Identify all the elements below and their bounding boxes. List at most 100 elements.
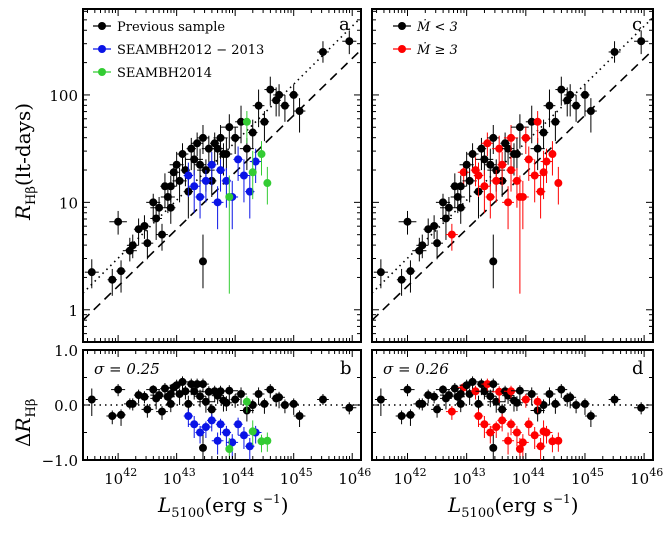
point-b-s0-28-marker [204, 387, 213, 396]
point-d-s0-29 [497, 403, 507, 418]
point-d-s0-50-marker [489, 443, 498, 452]
panel-b-xtick-label-4: 1046 [338, 466, 371, 488]
point-c-s0-42-marker [557, 85, 566, 94]
point-b-s1-7-marker [222, 428, 231, 437]
panel-b-xtick-label-1: 1043 [163, 466, 196, 488]
point-c-s0-12-marker [447, 230, 456, 239]
bottom-y-axis-label-prefix: Δ [11, 433, 35, 447]
point-b-s0-51 [164, 388, 177, 403]
panel-a-ytick-label-2: 100 [49, 87, 78, 105]
point-c-s0-7-marker [430, 221, 439, 230]
point-d-s0-28 [492, 386, 507, 403]
point-b-s0-50 [198, 434, 207, 460]
point-c-s0-49-marker [637, 37, 646, 46]
legend-c-marker-0 [398, 22, 406, 30]
point-a-s0-46-marker [289, 90, 298, 99]
point-a-s0-18-marker [175, 176, 184, 185]
point-b-s1-10-marker [239, 431, 248, 440]
point-c-s1-6 [506, 159, 516, 192]
point-c-s0-26 [487, 125, 500, 155]
xtick-base: 10 [571, 470, 590, 488]
point-a-s0-41 [259, 111, 270, 142]
point-d-s1-10-marker [530, 431, 539, 440]
point-a-s0-1-marker [108, 275, 117, 284]
point-d-s1-9-marker [524, 420, 533, 429]
point-a-s2-3-marker [257, 150, 266, 159]
point-c-s0-34 [511, 137, 523, 171]
point-c-s1-5 [502, 186, 514, 230]
top-y-axis-label: RHβ(lt-days) [11, 103, 39, 221]
point-d-s1-7-marker [512, 428, 521, 437]
point-a-s2-0-marker [225, 192, 234, 201]
point-a-s2-0 [225, 175, 234, 294]
point-a-s0-35-marker [225, 123, 234, 132]
point-c-s1-2 [485, 184, 496, 219]
point-b-s0-9-marker [149, 385, 158, 394]
point-c-s0-19 [466, 143, 479, 171]
point-d-s0-27 [487, 396, 506, 413]
point-c-s0-50-marker [489, 257, 498, 266]
legend-c-marker-1 [398, 45, 406, 53]
point-d-s0-40-marker [545, 390, 554, 398]
point-b-s0-8-marker [143, 405, 152, 414]
point-d-s1-10 [528, 427, 541, 449]
legend-a-label-1: SEAMBH2012 − 2013 [117, 43, 264, 58]
point-c-s2-3 [548, 141, 557, 176]
point-d-s1-11 [535, 438, 546, 460]
point-c-s0-40-marker [545, 101, 554, 110]
point-b-s0-50-marker [198, 443, 207, 452]
point-b-s2-4-marker [263, 436, 272, 445]
point-b-s0-44 [273, 391, 285, 409]
point-b-s0-2-marker [114, 385, 123, 394]
point-c-s0-0 [373, 259, 388, 289]
xtick-base: 10 [221, 470, 240, 488]
point-d-s0-0-marker [376, 395, 385, 404]
point-a-s0-18 [172, 167, 187, 203]
panel-d-xtick-label-2: 1044 [512, 466, 545, 488]
point-b-s0-3-marker [117, 410, 126, 419]
x-axis-label-right: L5100(erg s−1) [447, 492, 579, 521]
point-d-s0-28-marker [495, 387, 504, 396]
point-c-s0-19-marker [468, 150, 477, 159]
point-a-s0-26-marker [198, 133, 207, 142]
point-b-s1-9 [233, 417, 243, 436]
point-a-s2-2 [248, 150, 257, 200]
xtick-exp: 43 [182, 466, 196, 479]
point-b-s0-37 [235, 387, 247, 405]
point-c-s0-38 [530, 137, 545, 171]
point-b-s0-47-marker [295, 412, 304, 420]
point-a-s1-12-marker [251, 157, 260, 166]
point-c-s2-1 [533, 111, 542, 144]
point-c-s0-25 [484, 148, 497, 187]
point-c-s1-2-marker [486, 192, 495, 201]
point-d-s1-9 [524, 417, 534, 436]
point-c-s0-24 [481, 132, 494, 157]
panel-d-xtick-label-4: 1046 [630, 466, 663, 488]
point-a-s0-31-marker [213, 144, 222, 153]
point-d-s0-15-marker [456, 399, 465, 408]
point-b-s0-12-marker [158, 407, 167, 416]
point-d-s1-4 [497, 413, 507, 432]
point-a-s0-3 [116, 260, 126, 293]
point-d-s2-0 [515, 438, 524, 460]
point-a-s0-6-marker [134, 225, 143, 234]
point-d-s0-26 [487, 378, 500, 393]
point-d-s0-2-marker [403, 385, 412, 394]
point-a-s1-3 [200, 170, 212, 203]
point-a-s0-39-marker [248, 128, 257, 137]
sigma-label-d: σ = 0.26 [383, 360, 449, 378]
point-b-s0-41-marker [260, 399, 269, 408]
point-b-s1-2-marker [196, 428, 205, 437]
point-a-s0-49-marker [345, 37, 354, 46]
point-c-s1-1 [478, 170, 491, 214]
point-a-s0-19 [176, 143, 189, 171]
point-c-s0-31-marker [504, 144, 513, 153]
point-d-s0-47-marker [586, 412, 595, 420]
point-d-s0-7-marker [430, 392, 439, 401]
point-c-s0-5 [416, 234, 429, 259]
point-c-s0-14-marker [453, 192, 462, 201]
point-d-s0-36 [521, 394, 531, 408]
point-c-s1-4-marker [498, 160, 507, 169]
point-b-s0-13-marker [160, 384, 169, 393]
point-c-s0-45 [571, 94, 581, 122]
